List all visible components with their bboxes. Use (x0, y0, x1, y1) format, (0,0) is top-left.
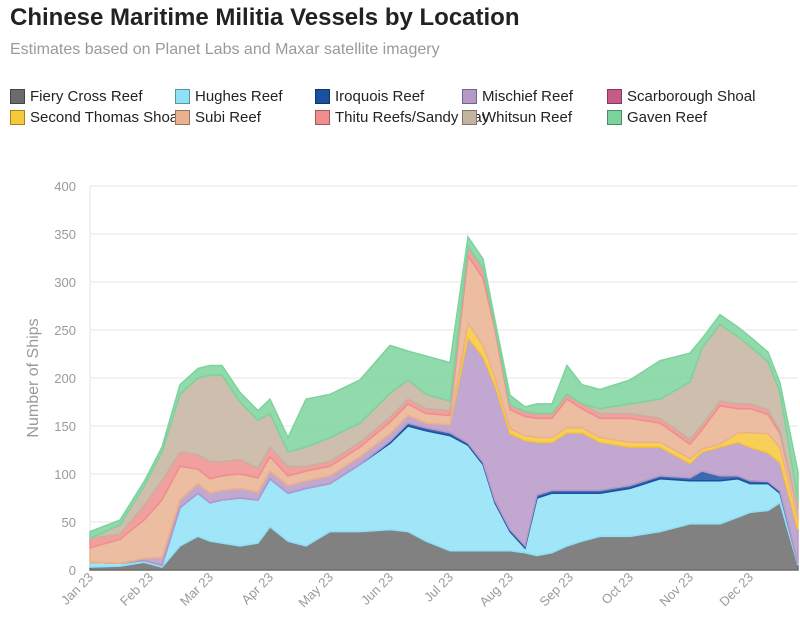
legend-item: Scarborough Shoal (607, 88, 755, 105)
y-tick-label: 100 (54, 467, 76, 482)
y-axis-ticks: 0 50 100 150 200 250 300 350 400 (54, 179, 76, 578)
chart-title: Chinese Maritime Militia Vessels by Loca… (10, 4, 520, 31)
legend-item: Fiery Cross Reef (10, 88, 143, 105)
legend-label: Whitsun Reef (482, 109, 573, 126)
y-tick-label: 400 (54, 179, 76, 194)
legend-swatch (607, 89, 622, 104)
chart-subtitle: Estimates based on Planet Labs and Maxar… (10, 41, 440, 58)
x-tick-label: Feb 23 (117, 570, 156, 609)
legend-swatch (315, 89, 330, 104)
x-tick-label: Aug 23 (476, 570, 516, 610)
legend-label: Thitu Reefs/Sandy Cay (335, 109, 490, 126)
y-tick-label: 50 (62, 515, 76, 530)
legend-item: Mischief Reef (462, 88, 573, 105)
legend-label: Mischief Reef (482, 88, 573, 105)
y-tick-label: 0 (69, 563, 76, 578)
legend-item: Iroquois Reef (315, 88, 424, 105)
y-tick-label: 150 (54, 419, 76, 434)
x-tick-label: Jun 23 (358, 570, 396, 608)
legend-swatch (462, 110, 477, 125)
legend-label: Iroquois Reef (335, 88, 425, 105)
x-tick-label: Mar 23 (177, 570, 216, 609)
legend-item: Gaven Reef (607, 109, 707, 126)
legend-swatch (315, 110, 330, 125)
x-tick-label: Nov 23 (656, 570, 696, 610)
legend-swatch (10, 89, 25, 104)
x-tick-label: Jan 23 (58, 570, 96, 608)
legend-swatch (607, 110, 622, 125)
legend-item: Whitsun Reef (462, 109, 572, 126)
legend-label: Second Thomas Shoal (30, 109, 182, 126)
x-tick-label: Dec 23 (716, 570, 756, 610)
legend-item: Thitu Reefs/Sandy Cay (315, 109, 489, 126)
x-tick-label: Sep 23 (536, 570, 576, 610)
legend-swatch (175, 89, 190, 104)
x-tick-label: Apr 23 (238, 570, 276, 608)
legend-item: Hughes Reef (175, 88, 283, 105)
x-tick-label: Oct 23 (598, 570, 636, 608)
x-axis-ticks: Jan 23 Feb 23 Mar 23 Apr 23 May 23 Jun 23 Jul … (58, 570, 756, 611)
area-series (89, 234, 799, 571)
area-gaven-reef (89, 234, 799, 540)
y-tick-label: 300 (54, 275, 76, 290)
y-axis-label: Number of Ships (25, 318, 42, 437)
x-tick-label: May 23 (295, 570, 336, 611)
y-tick-label: 250 (54, 323, 76, 338)
legend-swatch (10, 110, 25, 125)
legend-item: Second Thomas Shoal (10, 109, 182, 126)
legend-swatch (175, 110, 190, 125)
y-tick-label: 350 (54, 227, 76, 242)
legend-label: Hughes Reef (195, 88, 283, 105)
legend-label: Scarborough Shoal (627, 88, 756, 105)
legend-label: Gaven Reef (627, 109, 708, 126)
legend-label: Subi Reef (195, 109, 261, 126)
legend-item: Subi Reef (175, 109, 261, 126)
legend-label: Fiery Cross Reef (30, 88, 143, 105)
legend-swatch (462, 89, 477, 104)
y-tick-label: 200 (54, 371, 76, 386)
x-tick-label: Jul 23 (421, 570, 456, 605)
